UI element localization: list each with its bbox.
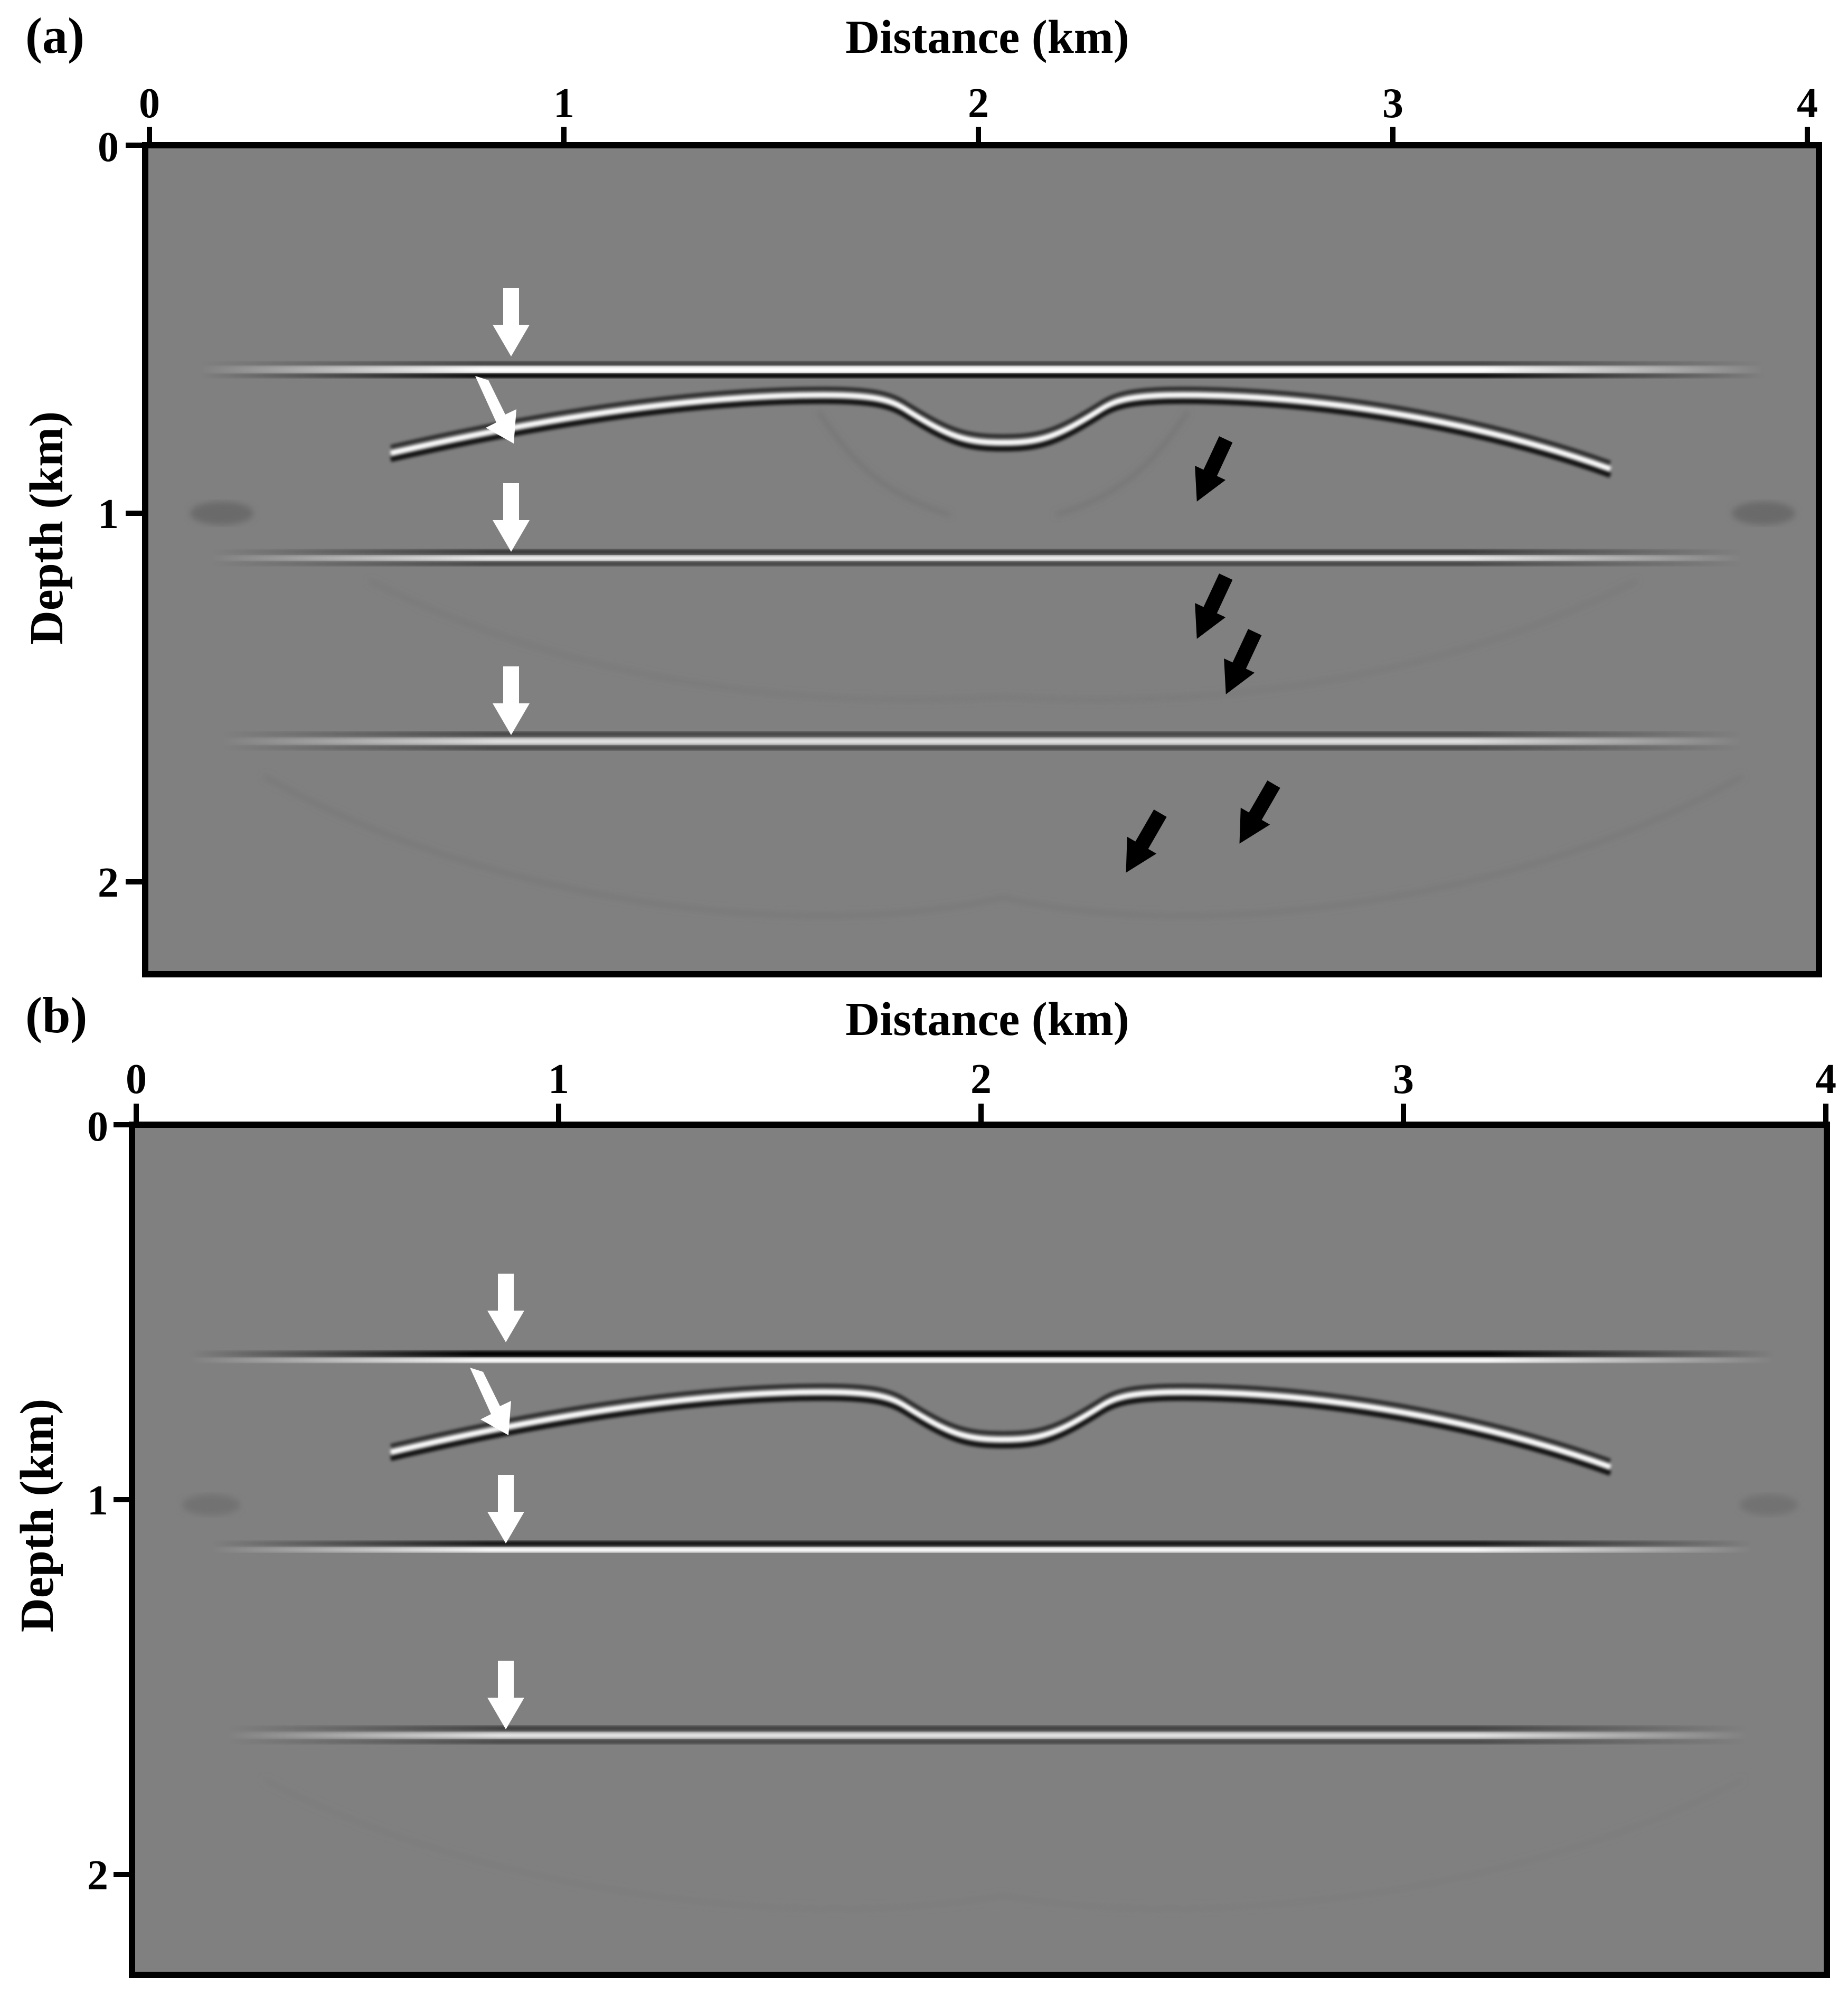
white-arrow-icon — [493, 483, 530, 552]
y-axis-title-a: Depth (km) — [21, 411, 73, 645]
y-tick-label: 0 — [98, 124, 119, 171]
y-ticks-a: 0 1 2 — [98, 124, 145, 906]
x-tick-label: 4 — [1815, 1056, 1836, 1103]
white-arrows-a — [475, 288, 530, 735]
x-ticks-a: 0 1 2 3 4 — [139, 80, 1818, 145]
seismic-image-a — [142, 142, 1822, 977]
y-tick-label: 2 — [87, 1852, 108, 1899]
white-arrow-icon — [487, 1475, 524, 1543]
black-arrows-a — [1126, 436, 1280, 873]
white-arrow-icon — [487, 1274, 524, 1342]
x-tick-label: 1 — [548, 1056, 569, 1103]
panel-label-b: (b) — [25, 987, 87, 1043]
white-arrow-icon — [475, 376, 516, 444]
x-ticks-b: 0 1 2 3 4 — [126, 1056, 1836, 1125]
x-tick-label: 1 — [553, 80, 574, 127]
black-arrow-icon — [1239, 780, 1280, 844]
white-arrow-icon — [487, 1661, 524, 1729]
x-tick-label: 3 — [1382, 80, 1403, 127]
black-arrow-icon — [1195, 573, 1233, 639]
x-axis-title-a: Distance (km) — [845, 11, 1129, 63]
panel-a: (a) Distance (km) Depth (km) 0 1 2 3 4 0… — [21, 7, 1822, 977]
frame-b — [129, 1122, 1830, 1978]
frame-a — [142, 142, 1822, 977]
x-axis-title-b: Distance (km) — [845, 993, 1129, 1046]
x-tick-label: 4 — [1797, 80, 1818, 127]
white-arrows-b — [470, 1274, 524, 1729]
x-tick-label: 2 — [968, 80, 989, 127]
seismic-image-b — [129, 1122, 1830, 1978]
black-arrow-icon — [1224, 629, 1262, 694]
panel-b: (b) Distance (km) Depth (km) 0 1 2 3 4 0… — [11, 987, 1836, 1978]
x-tick-label: 3 — [1393, 1056, 1414, 1103]
black-arrow-icon — [1195, 436, 1233, 502]
x-tick-label: 0 — [126, 1056, 147, 1103]
white-arrow-icon — [493, 288, 530, 356]
white-arrow-icon — [493, 666, 530, 735]
y-ticks-b: 0 1 2 — [87, 1104, 132, 1899]
y-tick-label: 1 — [87, 1477, 108, 1524]
white-arrow-icon — [470, 1368, 511, 1435]
x-tick-label: 0 — [139, 80, 160, 127]
y-tick-label: 0 — [87, 1104, 108, 1150]
y-tick-label: 2 — [98, 860, 119, 906]
y-axis-title-b: Depth (km) — [11, 1399, 63, 1633]
panel-label-a: (a) — [25, 7, 84, 64]
y-tick-label: 1 — [98, 491, 119, 538]
x-tick-label: 2 — [970, 1056, 992, 1103]
black-arrow-icon — [1126, 809, 1167, 873]
